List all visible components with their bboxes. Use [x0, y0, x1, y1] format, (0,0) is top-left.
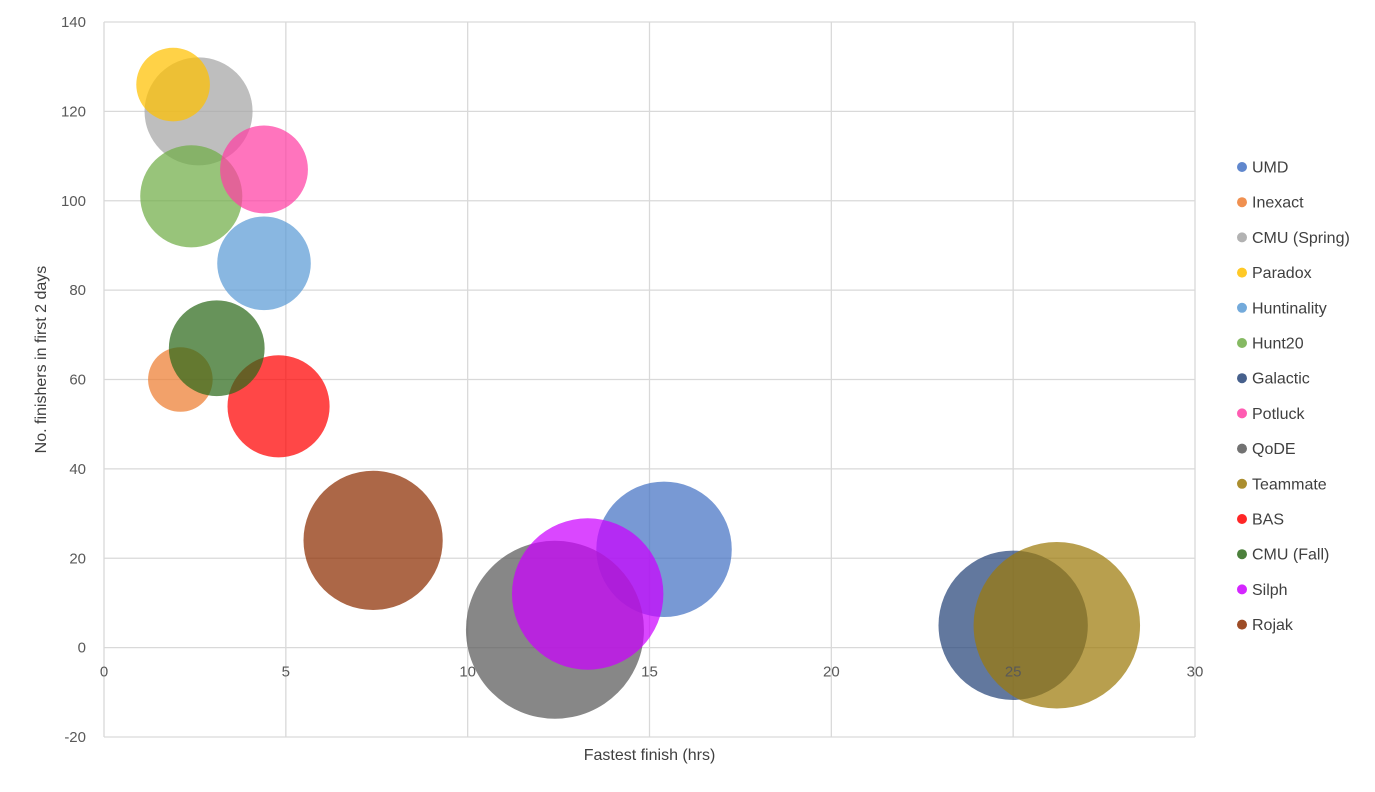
legend: UMD Inexact CMU (Spring) Paradox Huntinality…	[1237, 160, 1350, 634]
legend-item: Rojak	[1237, 617, 1294, 634]
legend-marker	[1237, 619, 1247, 630]
y-tick-label: 100	[61, 193, 86, 210]
y-tick-label: 40	[69, 461, 86, 478]
x-axis-title: Fastest finish (hrs)	[584, 747, 716, 764]
y-tick-label: 0	[78, 640, 86, 657]
legend-label: Inexact	[1252, 195, 1304, 212]
y-tick-label: -20	[64, 729, 86, 746]
legend-item: CMU (Fall)	[1237, 547, 1329, 564]
legend-label: Silph	[1252, 582, 1288, 599]
legend-marker	[1237, 408, 1247, 419]
x-tick-label: 25	[1005, 664, 1022, 681]
legend-label: Huntinality	[1252, 300, 1327, 317]
legend-marker	[1237, 162, 1247, 172]
x-tick-label: 20	[823, 664, 840, 681]
legend-marker	[1237, 302, 1247, 313]
legend-item: UMD	[1237, 160, 1288, 177]
y-tick-label: 20	[69, 550, 86, 567]
legend-marker	[1237, 232, 1247, 243]
legend-marker	[1237, 549, 1247, 560]
bubbles	[136, 47, 1141, 719]
legend-label: QoDE	[1252, 441, 1296, 458]
x-tick-label: 10	[459, 664, 476, 681]
legend-marker	[1237, 338, 1247, 348]
bubble-huntinality	[217, 216, 311, 311]
legend-item: Hunt20	[1237, 336, 1304, 353]
legend-item: Inexact	[1237, 195, 1304, 212]
bubble-cmu-fall	[168, 300, 265, 397]
bubble-rojak	[303, 470, 443, 610]
legend-item: Paradox	[1237, 265, 1312, 282]
legend-item: Galactic	[1237, 371, 1310, 388]
x-tick-label: 30	[1187, 664, 1204, 681]
bubble-potluck	[220, 125, 308, 214]
legend-marker	[1237, 478, 1247, 489]
bubble-paradox	[136, 47, 210, 122]
legend-item: Teammate	[1237, 476, 1327, 493]
x-tick-label: 15	[641, 664, 658, 681]
legend-item: Huntinality	[1237, 300, 1327, 317]
legend-label: UMD	[1252, 160, 1288, 177]
bubble-bas	[227, 355, 330, 458]
y-tick-label: 80	[69, 282, 86, 299]
y-tick-label: 60	[69, 372, 86, 389]
legend-label: CMU (Fall)	[1252, 547, 1329, 564]
y-tick-label: 140	[61, 14, 86, 31]
legend-label: Paradox	[1252, 265, 1312, 282]
legend-item: CMU (Spring)	[1237, 230, 1350, 247]
x-tick-label: 5	[282, 664, 290, 681]
bubble-hunt20	[140, 145, 243, 248]
x-axis-ticks: 0 5 10 15 20 25 30	[100, 664, 1204, 681]
legend-item: BAS	[1237, 512, 1284, 529]
legend-item: QoDE	[1237, 441, 1296, 458]
legend-marker	[1237, 373, 1247, 384]
legend-label: CMU (Spring)	[1252, 230, 1350, 247]
legend-marker	[1237, 514, 1247, 524]
y-tick-label: 120	[61, 103, 86, 120]
legend-label: Teammate	[1252, 476, 1327, 493]
legend-marker	[1237, 443, 1247, 454]
legend-item: Silph	[1237, 582, 1288, 599]
bubble-silph	[511, 518, 664, 670]
legend-label: Galactic	[1252, 371, 1310, 388]
y-axis-title: No. finishers in first 2 days	[33, 266, 50, 454]
legend-label: BAS	[1252, 512, 1284, 529]
y-axis-ticks: -20 0 20 40 60 80 100 120 140	[61, 14, 86, 746]
legend-marker	[1237, 584, 1247, 595]
legend-label: Hunt20	[1252, 336, 1304, 353]
legend-label: Rojak	[1252, 617, 1294, 634]
legend-item: Potluck	[1237, 406, 1305, 423]
legend-label: Potluck	[1252, 406, 1305, 423]
legend-marker	[1237, 197, 1247, 208]
bubble-teammate	[973, 542, 1141, 709]
legend-marker	[1237, 267, 1247, 278]
x-tick-label: 0	[100, 664, 108, 681]
